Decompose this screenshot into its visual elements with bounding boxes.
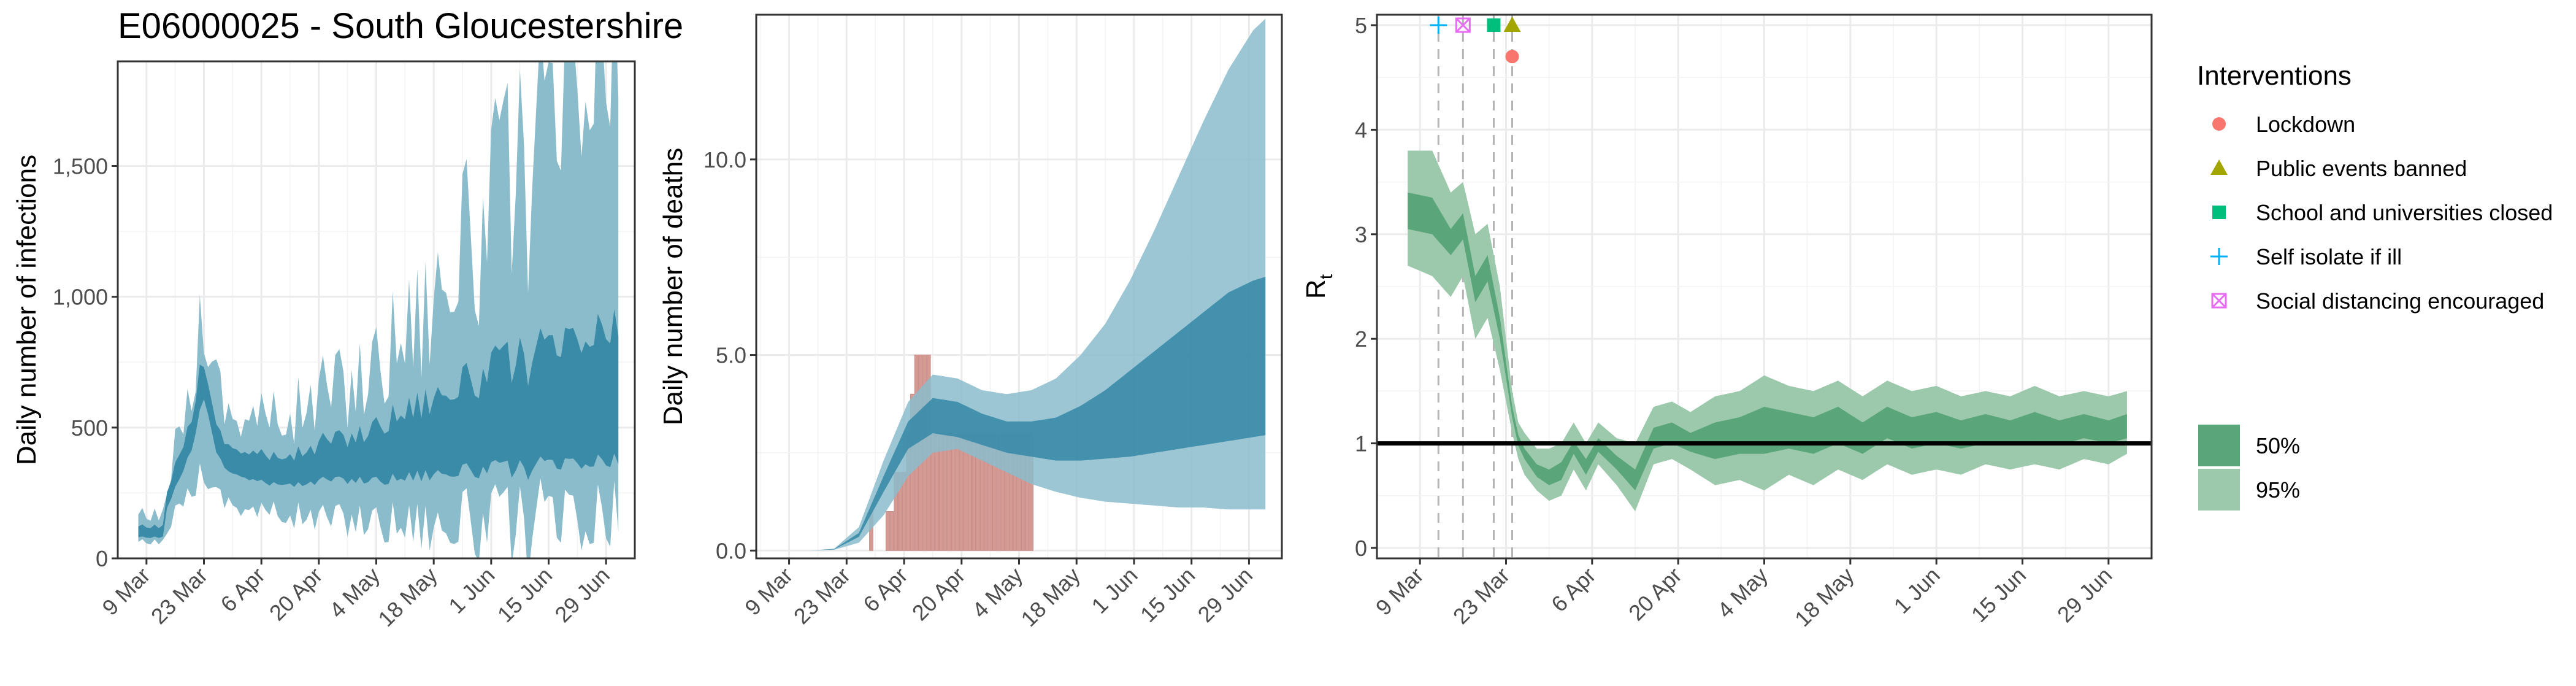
x-tick-label: 20 Apr	[907, 563, 970, 626]
legend-label: Self isolate if ill	[2256, 244, 2402, 269]
x-tick-label: 1 Jun	[1889, 563, 1945, 619]
death-bar	[885, 511, 890, 551]
y-tick-label: 2	[1355, 326, 1367, 352]
x-tick-label: 18 May	[1016, 563, 1084, 631]
x-tick-label: 15 Jun	[493, 563, 557, 627]
y-tick-label: 0.0	[716, 538, 746, 563]
y-tick-label: 1,500	[53, 154, 108, 179]
legend-item: Social distancing encouraged	[2211, 288, 2544, 314]
x-tick-label: 4 May	[1712, 563, 1773, 623]
x-tick-label: 6 Apr	[858, 563, 912, 617]
legend-label: Lockdown	[2256, 112, 2355, 137]
x-tick-label: 29 Jun	[2052, 563, 2117, 627]
y-axis-title: Daily number of deaths	[658, 148, 688, 425]
intervention-lines	[1437, 15, 1514, 558]
legend-label: Social distancing encouraged	[2256, 288, 2544, 314]
y-axis: 0 500 1,000 1,500	[53, 154, 118, 571]
legend-key-interval	[2198, 469, 2240, 511]
legend-item: School and universities closed	[2212, 200, 2553, 225]
marker-schools-closed	[1487, 18, 1501, 33]
x-tick-label: 9 Mar	[1371, 563, 1428, 620]
legend-key-square-x	[2211, 293, 2227, 309]
y-tick-label: 0	[1355, 536, 1367, 561]
y-axis: 0.0 5.0 10.0	[703, 147, 756, 563]
legend-key-square	[2212, 206, 2226, 219]
y-tick-label: 500	[71, 415, 108, 441]
legend-interval-item: 50%	[2198, 425, 2300, 466]
y-axis-title-subscript: t	[1316, 274, 1336, 279]
marker-lockdown	[1505, 50, 1519, 64]
legend-title-interventions: Interventions	[2197, 61, 2352, 91]
y-tick-label: 5.0	[716, 343, 746, 368]
y-tick-label: 0	[96, 546, 108, 571]
x-tick-label: 29 Jun	[1193, 563, 1257, 627]
legend-item: Lockdown	[2212, 112, 2355, 137]
rt-50-band	[1408, 192, 2127, 491]
x-tick-label: 15 Jun	[1966, 563, 2031, 627]
x-tick-label: 6 Apr	[1546, 563, 1600, 617]
y-tick-label: 4	[1355, 117, 1367, 142]
death-bar	[889, 511, 894, 551]
x-tick-label: 23 Mar	[1448, 563, 1514, 629]
x-tick-label: 29 Jun	[550, 563, 614, 627]
x-tick-label: 23 Mar	[789, 563, 855, 629]
plot-area	[138, 61, 619, 558]
legend-label: School and universities closed	[2256, 200, 2553, 225]
y-axis: 0 1 2 3 4 5	[1355, 13, 1377, 561]
panel-rt: 0 1 2 3 4 5 9 Mar 23 Mar 6 Apr 20 Apr 4 May 18 May 1…	[1301, 13, 2153, 631]
legend-label: 50%	[2256, 433, 2300, 458]
plot-area	[1377, 15, 2152, 558]
y-tick-label: 1	[1355, 431, 1367, 457]
death-bar	[947, 433, 952, 551]
figure-title: E06000025 - South Gloucestershire	[118, 6, 683, 46]
legend-interval-item: 95%	[2198, 469, 2300, 511]
legend-key-circle	[2212, 117, 2226, 131]
x-tick-label: 20 Apr	[264, 563, 328, 626]
legend-key-triangle	[2210, 160, 2228, 175]
y-tick-label: 10.0	[703, 147, 746, 172]
legend-item: Public events banned	[2210, 156, 2467, 181]
legend-label: Public events banned	[2256, 156, 2467, 181]
death-bar	[955, 433, 960, 551]
marker-public-events-banned	[1503, 17, 1521, 33]
intervention-markers	[1430, 17, 1521, 64]
x-tick-label: 18 May	[373, 563, 442, 631]
x-tick-label: 1 Jun	[1086, 563, 1142, 619]
y-tick-label: 1,000	[53, 285, 108, 310]
y-tick-label: 5	[1355, 13, 1367, 38]
marker-social-distancing	[1455, 17, 1471, 33]
deaths-50-band	[810, 277, 1266, 551]
x-tick-label: 15 Jun	[1135, 563, 1200, 627]
legend: Interventions Lockdown Public events banne…	[2197, 61, 2553, 511]
x-tick-label: 20 Apr	[1623, 563, 1687, 626]
x-axis: 9 Mar 23 Mar 6 Apr 20 Apr 4 May 18 May 1 Jun 15…	[1371, 558, 2117, 631]
x-tick-label: 6 Apr	[215, 563, 269, 617]
y-axis-title: Rt	[1301, 274, 1336, 299]
legend-key-interval	[2198, 425, 2240, 466]
legend-key-square-x	[2211, 293, 2227, 309]
x-tick-label: 1 Jun	[443, 563, 499, 619]
x-tick-label: 18 May	[1790, 563, 1858, 631]
legend-item: Self isolate if ill	[2210, 244, 2402, 269]
y-tick-label: 3	[1355, 222, 1367, 247]
death-bar	[951, 433, 956, 551]
marker-social-distancing	[1455, 17, 1471, 33]
y-axis-title: Daily number of infections	[12, 155, 42, 465]
plot-area	[810, 18, 1266, 551]
infections-50-band	[138, 309, 619, 538]
x-tick-label: 23 Mar	[146, 563, 212, 629]
legend-label: 95%	[2256, 477, 2300, 503]
